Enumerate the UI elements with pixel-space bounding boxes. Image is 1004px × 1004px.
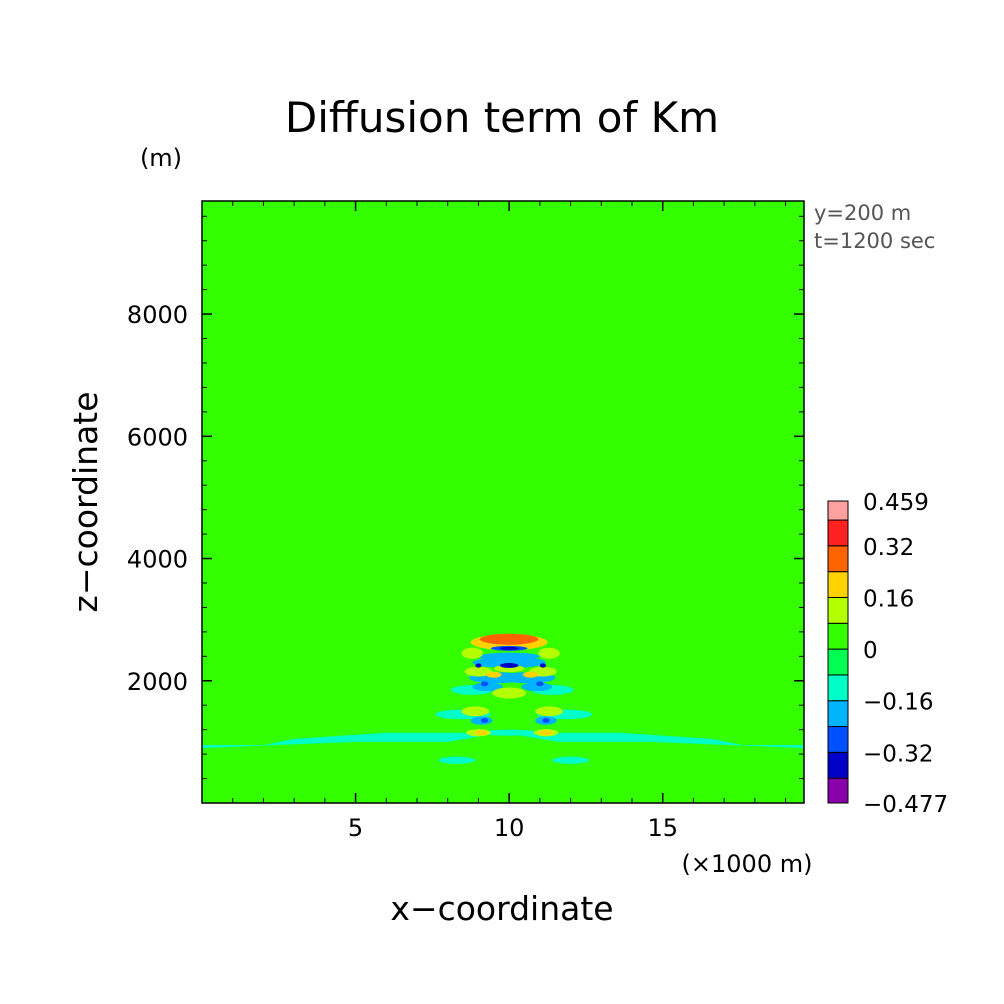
contour-region-29 xyxy=(486,671,502,678)
plot-frame xyxy=(201,200,805,804)
colorbar-label: 0.459 xyxy=(863,490,929,516)
minor-ticks xyxy=(202,201,804,803)
contour-region-20 xyxy=(464,666,493,677)
contour-region-2 xyxy=(438,756,476,764)
colorbar-swatch xyxy=(827,777,849,804)
colorbar-label: 0.16 xyxy=(863,586,914,612)
y-tick-label: 8000 xyxy=(127,301,188,329)
contour-region-8 xyxy=(478,729,540,736)
contour-region-15 xyxy=(472,656,546,668)
colorbar-swatch xyxy=(827,596,849,624)
x-tick-label: 10 xyxy=(494,814,525,842)
y-axis-label: z−coordinate xyxy=(66,392,105,613)
colorbar-label: 0.32 xyxy=(863,535,914,561)
contour-region-18 xyxy=(461,706,490,717)
contour-region-3 xyxy=(552,756,589,764)
colorbar-label: −0.32 xyxy=(863,741,933,767)
colorbar-swatch xyxy=(827,571,849,598)
x-axis-unit: (×1000 m) xyxy=(682,850,813,878)
y-tick-label: 4000 xyxy=(127,546,188,574)
contour-region-32 xyxy=(479,633,539,645)
contour-region-40 xyxy=(475,663,482,668)
contour-region-19 xyxy=(535,706,563,717)
contour-region-35 xyxy=(499,646,519,650)
colorbar-swatch xyxy=(827,622,849,650)
x-tick-label: 5 xyxy=(348,814,363,842)
contour-region-0 xyxy=(202,732,485,748)
annotation-time: t=1200 sec xyxy=(814,229,935,253)
contour-region-11 xyxy=(472,682,503,692)
colorbar-swatch xyxy=(827,726,849,753)
plot-background xyxy=(202,201,804,803)
colorbar-label: −0.477 xyxy=(863,792,948,818)
y-tick-label: 2000 xyxy=(127,668,188,696)
contour-region-27 xyxy=(474,730,489,736)
plot-area xyxy=(202,201,804,803)
chart-title: Diffusion term of Km xyxy=(285,93,719,142)
contour-region-30 xyxy=(522,671,539,678)
colorbar: 0.459 0.32 0.16 0 −0.16 −0.32 −0.477 xyxy=(827,490,948,818)
colorbar-swatch xyxy=(827,751,849,779)
contour-region-22 xyxy=(461,647,484,659)
colorbar-swatch xyxy=(827,674,849,702)
contour-region-28 xyxy=(539,730,553,736)
colorbar-label: −0.16 xyxy=(863,690,933,716)
x-tick-label: 15 xyxy=(647,814,678,842)
colorbar-swatch xyxy=(827,545,849,573)
contour-region-36 xyxy=(480,681,489,687)
y-axis-unit: (m) xyxy=(140,144,182,172)
colorbar-swatch xyxy=(827,519,849,547)
contour-region-1 xyxy=(521,732,804,748)
contour-region-16 xyxy=(478,652,540,660)
contour-region-38 xyxy=(480,718,489,723)
contour-region-39 xyxy=(542,718,550,723)
contour-region-37 xyxy=(536,681,544,687)
colorbar-swatch xyxy=(827,700,849,728)
contour-features xyxy=(202,633,804,764)
colorbar-swatch xyxy=(827,500,849,521)
y-axis-ticks: 2000 4000 6000 8000 xyxy=(127,301,804,696)
annotation-y-position: y=200 m xyxy=(814,201,911,225)
contour-region-17 xyxy=(492,687,527,699)
colorbar-label: 0 xyxy=(863,638,878,664)
contour-region-41 xyxy=(539,663,547,668)
colorbar-swatch xyxy=(827,648,849,676)
contour-region-23 xyxy=(538,647,560,659)
x-axis-ticks: 5 10 15 xyxy=(348,201,678,842)
x-axis-label: x−coordinate xyxy=(390,889,613,928)
contour-region-34 xyxy=(499,663,519,668)
contour-region-12 xyxy=(521,682,553,692)
y-tick-label: 6000 xyxy=(127,423,188,451)
